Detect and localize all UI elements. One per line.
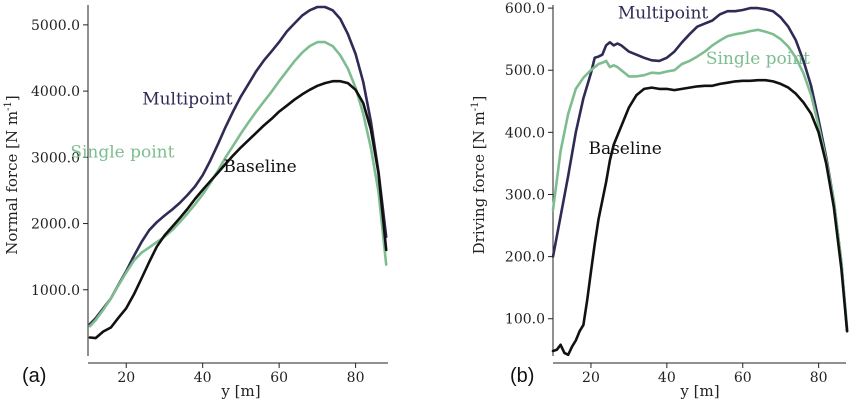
panel-a-y-axis-label-close: ] — [3, 95, 21, 101]
panel-b-y-axis-label-close: ] — [470, 96, 488, 102]
panel-b-ytick-label: 500.0 — [505, 63, 545, 79]
panel-a-xtick-label: 20 — [117, 370, 135, 386]
panel-a-label-baseline: Baseline — [223, 157, 296, 177]
panel-a-x-axis-label: y [m] — [220, 382, 260, 400]
panel-b-x-axis-label: y [m] — [679, 382, 719, 400]
panel-b-series-single-point — [551, 28, 849, 330]
panel-b-xtick-label: 40 — [658, 370, 676, 386]
panel-b-ytick-label: 100.0 — [505, 312, 545, 328]
panel-b-ytick-label: 400.0 — [505, 125, 545, 141]
panel-a-y-axis-label-sup: -1 — [3, 101, 14, 111]
panel-b-y-axis-label: Driving force [N m-1] — [470, 96, 488, 255]
panel-b-label-single-point: Single point — [706, 49, 810, 69]
panel-a-series-single-point — [88, 40, 388, 328]
panel-a-xtick-label: 40 — [194, 370, 212, 386]
panel-b-ytick-label: 600.0 — [505, 1, 545, 17]
panel-b-xtick-label: 60 — [734, 370, 752, 386]
panel-a-ytick-label: 2000.0 — [31, 217, 80, 233]
panel-b-xtick-label: 80 — [810, 370, 828, 386]
panel-a-label-multipoint: Multipoint — [142, 89, 233, 109]
panel-b-y-axis-label-main: Driving force [N m — [470, 111, 488, 254]
panel-a: 1000.0 2000.0 3000.0 4000.0 5000.0 20 40 60 80 y … — [3, 5, 388, 400]
panel-a-label-single-point: Single point — [70, 142, 174, 162]
panel-a-y-axis-label: Normal force [N m-1] — [3, 95, 21, 254]
panel-a-ytick-label: 4000.0 — [31, 84, 80, 100]
panel-b-y-axis-label-sup: -1 — [470, 102, 481, 112]
panel-b-ytick-label: 300.0 — [505, 187, 545, 203]
panel-a-xtick-label: 60 — [270, 370, 288, 386]
panel-a-ytick-label: 5000.0 — [31, 18, 80, 34]
panel-a-ytick-label: 3000.0 — [31, 150, 80, 166]
panel-a-series-baseline — [88, 79, 388, 340]
panel-b-label-baseline: Baseline — [588, 139, 661, 159]
panel-a-ytick-label: 1000.0 — [31, 283, 80, 299]
panel-b-ytick-label: 200.0 — [505, 250, 545, 266]
panel-b-tag: (b) — [510, 365, 534, 387]
panel-b-label-multipoint: Multipoint — [618, 4, 709, 24]
panel-a-tag: (a) — [22, 365, 46, 387]
panel-b: 100.0 200.0 300.0 400.0 500.0 600.0 20 40 60 80 y … — [470, 1, 849, 400]
panel-a-xtick-label: 80 — [347, 370, 365, 386]
panel-a-series-multipoint — [88, 5, 388, 326]
panel-b-series-baseline — [551, 78, 849, 357]
panel-b-series-multipoint — [551, 6, 849, 333]
panel-b-xtick-label: 20 — [582, 370, 600, 386]
panel-a-y-axis-label-main: Normal force [N m — [3, 111, 21, 255]
